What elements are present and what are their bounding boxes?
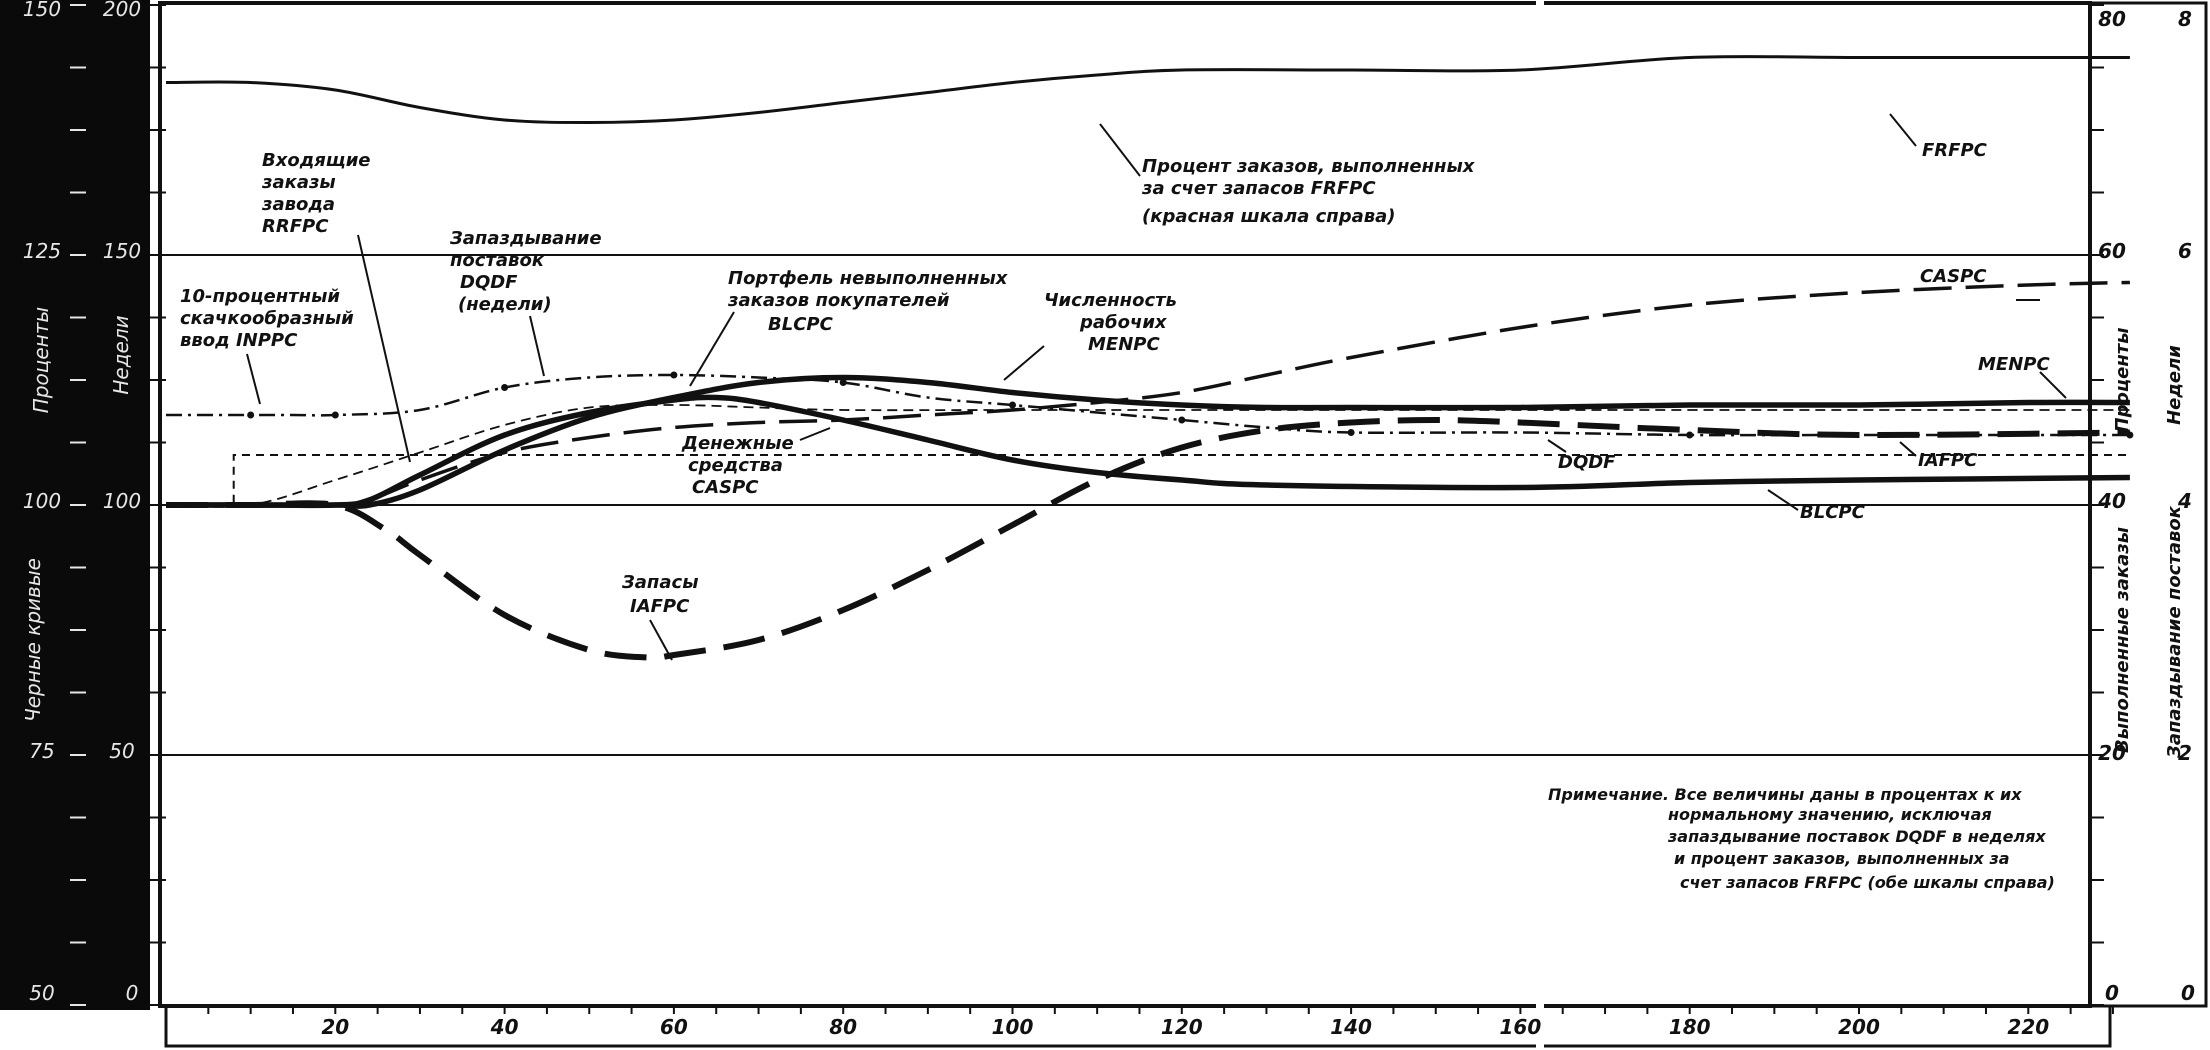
left-inner-tick-label: 150	[103, 239, 141, 263]
x-axis-frame	[164, 1004, 2112, 1048]
left-outer-tick-label: 150	[23, 0, 61, 21]
annotation-rrfpc-line: заказы	[261, 172, 336, 193]
x-tick-label: 180	[1669, 1015, 1711, 1039]
series-point-dqdf	[839, 379, 847, 386]
right-percent-tick-label: 60	[2098, 239, 2126, 263]
left-inner-tick-label: 50	[109, 739, 134, 763]
series-line-inppc	[166, 454, 2130, 506]
series-point-dqdf	[670, 371, 678, 379]
right-percent-tick-label: 20	[2098, 741, 2126, 765]
x-tick-label: 40	[490, 1015, 519, 1039]
series-point-dqdf	[2126, 431, 2134, 439]
series-point-dqdf	[1686, 431, 1694, 439]
right-weeks-tick-label: 0	[2181, 981, 2195, 1005]
annotation-menpc-line: Численность	[1044, 290, 1177, 311]
series-line-iafpc	[166, 416, 2130, 661]
x-tick-label: 60	[660, 1015, 688, 1039]
series-point-dqdf	[331, 411, 339, 419]
note-line: и процент заказов, выполненных за	[1674, 849, 2010, 868]
right-weeks-tick-label: 2	[2178, 741, 2192, 765]
left-outer-tick-label: 75	[29, 739, 54, 763]
left-axis-title-percent: Проценты	[29, 307, 53, 413]
annotation-frfpc-line: (красная шкала справа)	[1142, 206, 1396, 227]
right-weeks-tick-label: 8	[2178, 7, 2192, 31]
series-point-dqdf	[1347, 429, 1355, 436]
series-point-dqdf	[247, 411, 255, 419]
right-weeks-tick-label: 4	[2177, 489, 2192, 513]
right-weeks-tick-label: 6	[2178, 239, 2192, 263]
annotation-blcpc-line: заказов покупателей	[727, 290, 950, 311]
x-tick-label: 100	[992, 1015, 1034, 1039]
note-line: счет запасов FRFPC (обе шкалы справа)	[1680, 873, 2055, 892]
series-line-menpc	[166, 374, 2130, 509]
right-percent-tick-label: 80	[2098, 7, 2126, 31]
annotation-caspc-line: CASPC	[692, 477, 759, 498]
annotation-dqdf-line: DQDF	[460, 272, 518, 293]
series-point-dqdf	[1178, 416, 1186, 424]
x-tick-label: 140	[1330, 1015, 1372, 1039]
left-inner-tick-label: 200	[103, 0, 141, 21]
annotation-blcpc-line: Портфель невыполненных	[728, 268, 1009, 289]
annotation-inppc-line: скачкообразный	[180, 308, 354, 329]
x-tick-label: 80	[829, 1015, 857, 1039]
x-tick-labels: 20 40 60 80 100 120 140 160 180 200 220	[321, 1015, 2049, 1039]
label-menpc-right: MENPC	[1978, 354, 2050, 375]
series-point-dqdf	[1009, 401, 1016, 409]
note-line: запаздывание поставок DQDF в неделях	[1667, 827, 2046, 846]
annotation-frfpc-line: Процент заказов, выполненных	[1142, 156, 1476, 177]
x-tick-label: 220	[2007, 1015, 2049, 1039]
left-inner-tick-label: 100	[103, 489, 141, 513]
label-blcpc-right: BLCPC	[1800, 502, 1866, 523]
annotation-rrfpc-line: завода	[261, 194, 335, 215]
series-line-blcpc	[166, 394, 2130, 509]
right-axis-title-weeks: Недели	[2164, 345, 2185, 425]
annotation-menpc-line: рабочих	[1079, 312, 1168, 333]
left-axis-title-weeks: Недели	[109, 315, 133, 394]
series-line-frfpc	[165, 55, 2130, 125]
left-outer-tick-label: 50	[29, 981, 54, 1005]
annotation-inppc-line: 10-процентный	[180, 286, 340, 307]
annotation-dqdf-line: (недели)	[458, 294, 552, 315]
note-line: Примечание. Все величины даны в процента…	[1548, 785, 2022, 804]
grid-lines	[160, 254, 2090, 756]
annotation-iafpc-line: Запасы	[621, 572, 698, 593]
x-tick-label: 120	[1161, 1015, 1203, 1039]
annotation-rrfpc-line: RRFPC	[262, 216, 329, 237]
annotation-leader-lines	[246, 113, 2067, 661]
right-axis-title-percent: Проценты	[2112, 327, 2133, 432]
right-axis-title-delay: Запаздывание поставок	[2164, 505, 2185, 759]
annotation-dqdf-line: поставок	[450, 250, 545, 271]
left-outer-tick-label: 100	[23, 489, 61, 513]
label-caspc-right: CASPC	[1920, 266, 1987, 287]
note-line: нормальному значению, исключая	[1668, 805, 1992, 824]
left-outer-tick-label: 125	[23, 239, 61, 263]
right-axis-title-orders: Выполненные заказы	[2112, 527, 2133, 753]
annotation-caspc-line: средства	[688, 455, 783, 476]
annotation-inppc-line: ввод INPPC	[180, 330, 298, 351]
annotation-frfpc-line: за счет запасов FRFPC	[1141, 178, 1376, 199]
x-tick-label: 160	[1500, 1015, 1542, 1039]
annotation-rrfpc-line: Входящие	[262, 150, 371, 171]
label-dqdf-right: DQDF	[1558, 452, 1616, 473]
annotation-dqdf-line: Запаздывание	[449, 228, 602, 249]
x-tick-label: 200	[1838, 1015, 1880, 1039]
right-percent-tick-label: 0	[2105, 981, 2119, 1005]
series-line-rrfpc	[165, 404, 2130, 508]
left-inner-tick-label: 0	[126, 981, 139, 1005]
annotation-iafpc-line: IAFPC	[630, 596, 690, 617]
annotation-menpc-line: MENPC	[1088, 334, 1160, 355]
series-point-dqdf	[501, 384, 509, 391]
series-group	[165, 55, 2134, 661]
tick-marks	[70, 4, 2114, 1014]
label-iafpc-right: IAFPC	[1918, 450, 1978, 471]
left-axis-title-curves: Черные кривые	[21, 558, 45, 722]
label-frfpc-right: FRFPC	[1922, 140, 1988, 161]
x-tick-label: 20	[321, 1015, 349, 1039]
annotation-caspc-line: Денежные	[681, 433, 794, 454]
right-percent-tick-label: 40	[2097, 489, 2126, 513]
annotation-blcpc-line: BLCPC	[768, 314, 834, 335]
